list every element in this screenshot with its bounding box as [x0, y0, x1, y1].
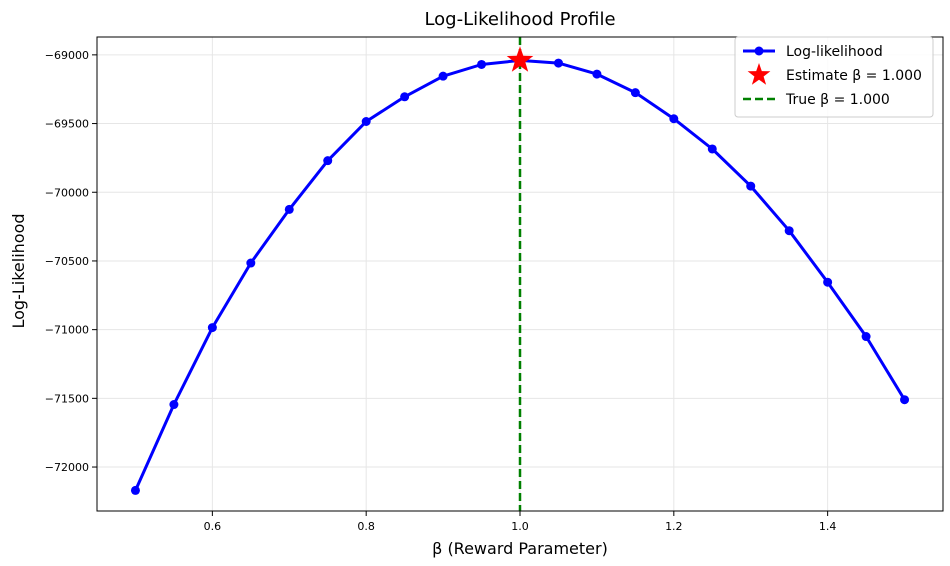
loglik-point [284, 204, 294, 214]
loglik-point [323, 156, 333, 166]
legend-marker-estimate [747, 63, 771, 85]
y-tick-label: −71000 [45, 324, 89, 337]
estimate-star [506, 46, 534, 72]
y-tick-label: −72000 [45, 461, 89, 474]
loglik-point [900, 395, 910, 405]
legend-marker-loglik [754, 46, 764, 56]
plot-frame [96, 36, 944, 512]
loglik-point [823, 277, 833, 287]
chart-title: Log-Likelihood Profile [424, 9, 615, 30]
legend-box [734, 36, 934, 118]
x-tick-label: 1.4 [819, 520, 837, 533]
y-tick-label: −70000 [45, 186, 89, 199]
loglik-point [784, 226, 794, 236]
legend-label-loglik: Log-likelihood [786, 44, 883, 60]
loglik-point [707, 144, 717, 154]
y-tick-label: −70500 [45, 255, 89, 268]
loglik-point [400, 92, 410, 102]
loglik-point [553, 58, 563, 68]
y-axis-label: Log-Likelihood [9, 213, 28, 328]
y-tick-label: −69000 [45, 49, 89, 62]
loglik-point [438, 71, 448, 81]
x-tick-label: 0.8 [357, 520, 375, 533]
loglik-point [669, 114, 679, 124]
legend: Log-likelihood Estimate β = 1.000 True β… [734, 36, 934, 118]
series-group [130, 37, 910, 511]
loglik-point [246, 258, 256, 268]
x-tick-label: 1.0 [511, 520, 529, 533]
loglik-point [746, 181, 756, 191]
loglik-point [592, 69, 602, 79]
loglik-point [477, 59, 487, 69]
x-tick-label: 0.6 [204, 520, 222, 533]
legend-label-true: True β = 1.000 [785, 92, 890, 108]
axes-frame [92, 36, 944, 516]
loglik-point [169, 400, 179, 410]
tick-labels: 0.6 0.8 1.0 1.2 1.4 −69000 −69500 −70000 −70500 −… [45, 49, 837, 533]
loglik-point [361, 116, 371, 126]
x-axis-label: β (Reward Parameter) [432, 539, 608, 558]
y-tick-label: −71500 [45, 392, 89, 405]
loglik-point [207, 323, 217, 333]
loglik-point [630, 88, 640, 98]
x-tick-label: 1.2 [665, 520, 683, 533]
loglik-point [861, 332, 871, 342]
y-tick-label: −69500 [45, 118, 89, 131]
legend-label-estimate: Estimate β = 1.000 [786, 68, 922, 84]
loglik-point [130, 485, 140, 495]
